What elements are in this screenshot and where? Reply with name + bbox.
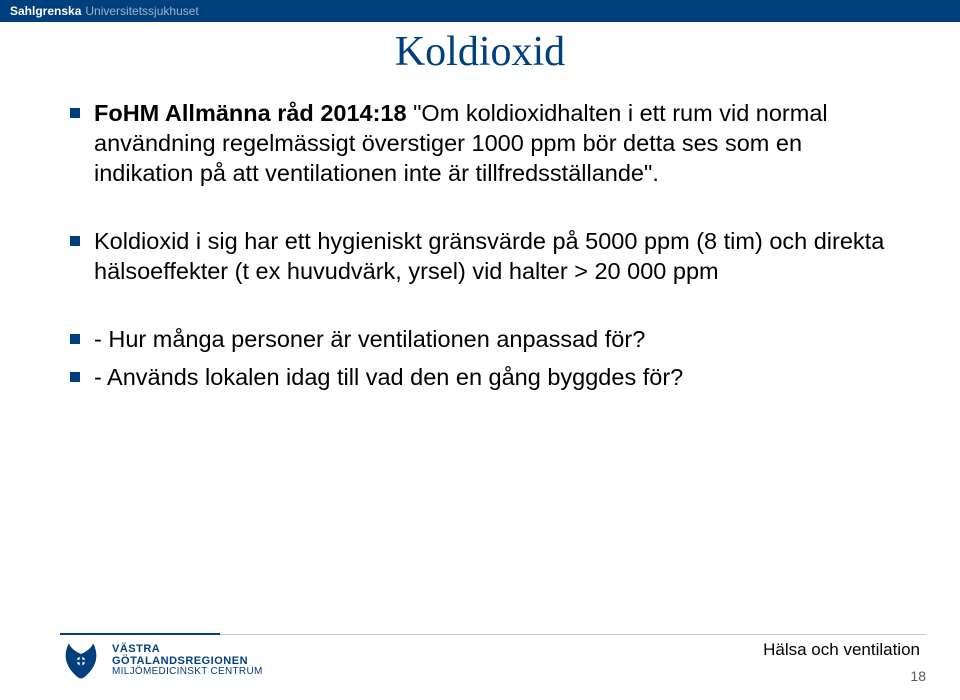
region-logo-icon	[60, 640, 102, 682]
content-area: FoHM Allmänna råd 2014:18 "Om koldioxidh…	[70, 98, 890, 431]
footer-divider-line	[220, 634, 926, 635]
bullet-rest: - Används lokalen idag till vad den en g…	[94, 364, 683, 390]
bullet-item: - Hur många personer är ventilationen an…	[70, 324, 890, 354]
bullet-item: - Används lokalen idag till vad den en g…	[70, 362, 890, 392]
footer-divider	[60, 633, 926, 635]
top-bar: Sahlgrenska Universitetssjukhuset	[0, 0, 960, 22]
bullet-text: Koldioxid i sig har ett hygieniskt gräns…	[94, 226, 890, 286]
logo-line3: MILJÖMEDICINSKT CENTRUM	[112, 667, 263, 678]
org-name-rest: Universitetssjukhuset	[85, 4, 198, 18]
footer-divider-accent	[60, 633, 220, 635]
bullet-text: - Används lokalen idag till vad den en g…	[94, 362, 890, 392]
footer-topic: Hälsa och ventilation	[763, 640, 920, 660]
footer-logo: VÄSTRA GÖTALANDSREGIONEN MILJÖMEDICINSKT…	[60, 640, 263, 682]
page-number: 18	[910, 668, 926, 684]
bullet-item: FoHM Allmänna råd 2014:18 "Om koldioxidh…	[70, 98, 890, 188]
slide-title: Koldioxid	[0, 28, 960, 76]
bullet-rest: - Hur många personer är ventilationen an…	[94, 326, 645, 352]
bullet-text: - Hur många personer är ventilationen an…	[94, 324, 890, 354]
bullet-item: Koldioxid i sig har ett hygieniskt gräns…	[70, 226, 890, 286]
bullet-text: FoHM Allmänna råd 2014:18 "Om koldioxidh…	[94, 98, 890, 188]
footer-logo-text: VÄSTRA GÖTALANDSREGIONEN MILJÖMEDICINSKT…	[112, 644, 263, 678]
bullet-rest: Koldioxid i sig har ett hygieniskt gräns…	[94, 228, 884, 284]
slide: Sahlgrenska Universitetssjukhuset Koldio…	[0, 0, 960, 700]
org-name-bold: Sahlgrenska	[10, 4, 81, 18]
bullet-bold: FoHM Allmänna råd 2014:18	[94, 100, 407, 126]
